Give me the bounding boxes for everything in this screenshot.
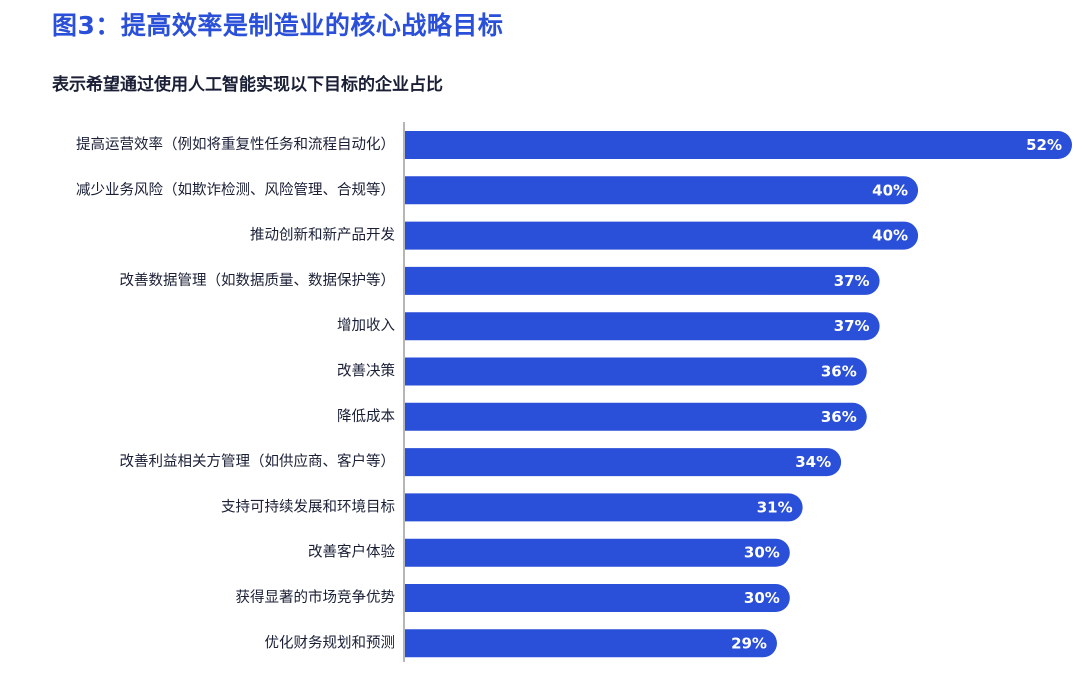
category-label: 改善数据管理（如数据质量、数据保护等） <box>120 271 396 289</box>
bar <box>405 176 919 205</box>
category-label: 减少业务风险（如欺诈检测、风险管理、合规等） <box>76 180 395 198</box>
bar <box>405 448 842 477</box>
category-label: 支持可持续发展和环境目标 <box>221 497 395 515</box>
bar <box>405 357 867 386</box>
bar <box>405 584 790 612</box>
bar <box>405 266 880 295</box>
category-label: 降低成本 <box>337 408 395 425</box>
category-label: 改善客户体验 <box>308 544 395 561</box>
value-label: 40% <box>872 181 908 199</box>
value-label: 30% <box>744 589 780 607</box>
value-label: 30% <box>744 544 780 562</box>
category-label: 增加收入 <box>337 317 395 334</box>
chart-subtitle: 表示希望通过使用人工智能实现以下目标的企业占比 <box>52 75 443 95</box>
bar <box>405 402 867 431</box>
category-label: 优化财务规划和预测 <box>265 634 396 651</box>
value-label: 36% <box>821 363 857 381</box>
category-label: 推动创新和新产品开发 <box>250 227 395 244</box>
category-label: 获得显著的市场竞争优势 <box>236 588 396 606</box>
value-label: 29% <box>731 634 767 652</box>
category-label: 提高运营效率（例如将重复性任务和流程自动化） <box>76 135 395 153</box>
category-label: 改善决策 <box>337 363 395 380</box>
bar <box>405 131 1072 159</box>
value-label: 34% <box>795 453 831 471</box>
bar <box>405 629 777 658</box>
value-label: 31% <box>757 498 793 516</box>
category-label: 改善利益相关方管理（如供应商、客户等） <box>120 452 396 470</box>
bar <box>405 221 919 250</box>
value-label: 37% <box>834 272 870 290</box>
bar <box>405 493 803 522</box>
value-label: 40% <box>872 227 908 245</box>
chart-title: 图3：提高效率是制造业的核心战略目标 <box>52 11 504 40</box>
bar <box>405 538 790 567</box>
value-label: 36% <box>821 408 857 426</box>
value-label: 37% <box>834 317 870 335</box>
value-label: 52% <box>1026 136 1062 154</box>
bar <box>405 312 880 341</box>
